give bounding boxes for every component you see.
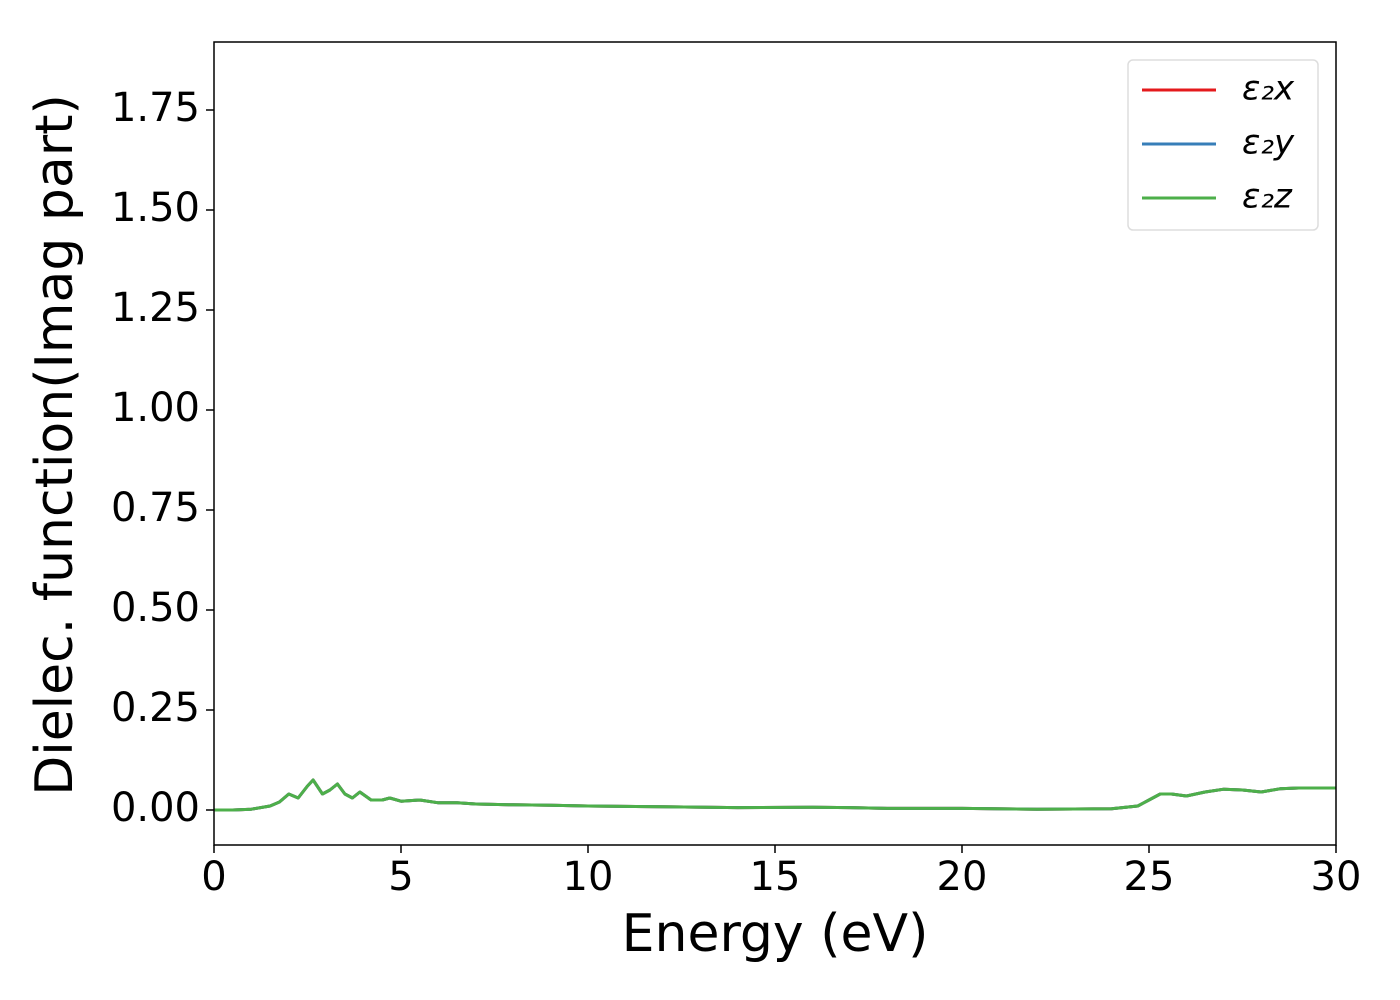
x-axis-label: Energy (eV) xyxy=(622,904,929,964)
y-tick-label: 0.25 xyxy=(111,685,200,731)
y-tick-label: 1.00 xyxy=(111,385,200,431)
legend-label: ε₂x xyxy=(1242,69,1295,109)
plot-frame xyxy=(213,41,1337,846)
legend-box xyxy=(1127,59,1319,231)
x-tick-label: 15 xyxy=(750,854,801,900)
x-tick-label: 30 xyxy=(1311,854,1362,900)
y-tick-label: 0.50 xyxy=(111,585,200,631)
x-tick-label: 10 xyxy=(563,854,614,900)
y-axis-label: Dielec. function(Imag part) xyxy=(25,94,85,796)
y-tick-label: 1.25 xyxy=(111,285,200,331)
y-tick-label: 1.50 xyxy=(111,185,200,231)
y-tick-label: 0.75 xyxy=(111,485,200,531)
x-tick-label: 25 xyxy=(1124,854,1175,900)
x-tick-label: 20 xyxy=(937,854,988,900)
x-tick-label: 0 xyxy=(201,854,226,900)
legend-label: ε₂z xyxy=(1242,177,1293,217)
x-tick-label: 5 xyxy=(388,854,413,900)
y-tick-label: 0.00 xyxy=(111,785,200,831)
series-line xyxy=(214,778,1336,812)
y-tick-label: 1.75 xyxy=(111,85,200,131)
legend-label: ε₂y xyxy=(1242,123,1295,163)
